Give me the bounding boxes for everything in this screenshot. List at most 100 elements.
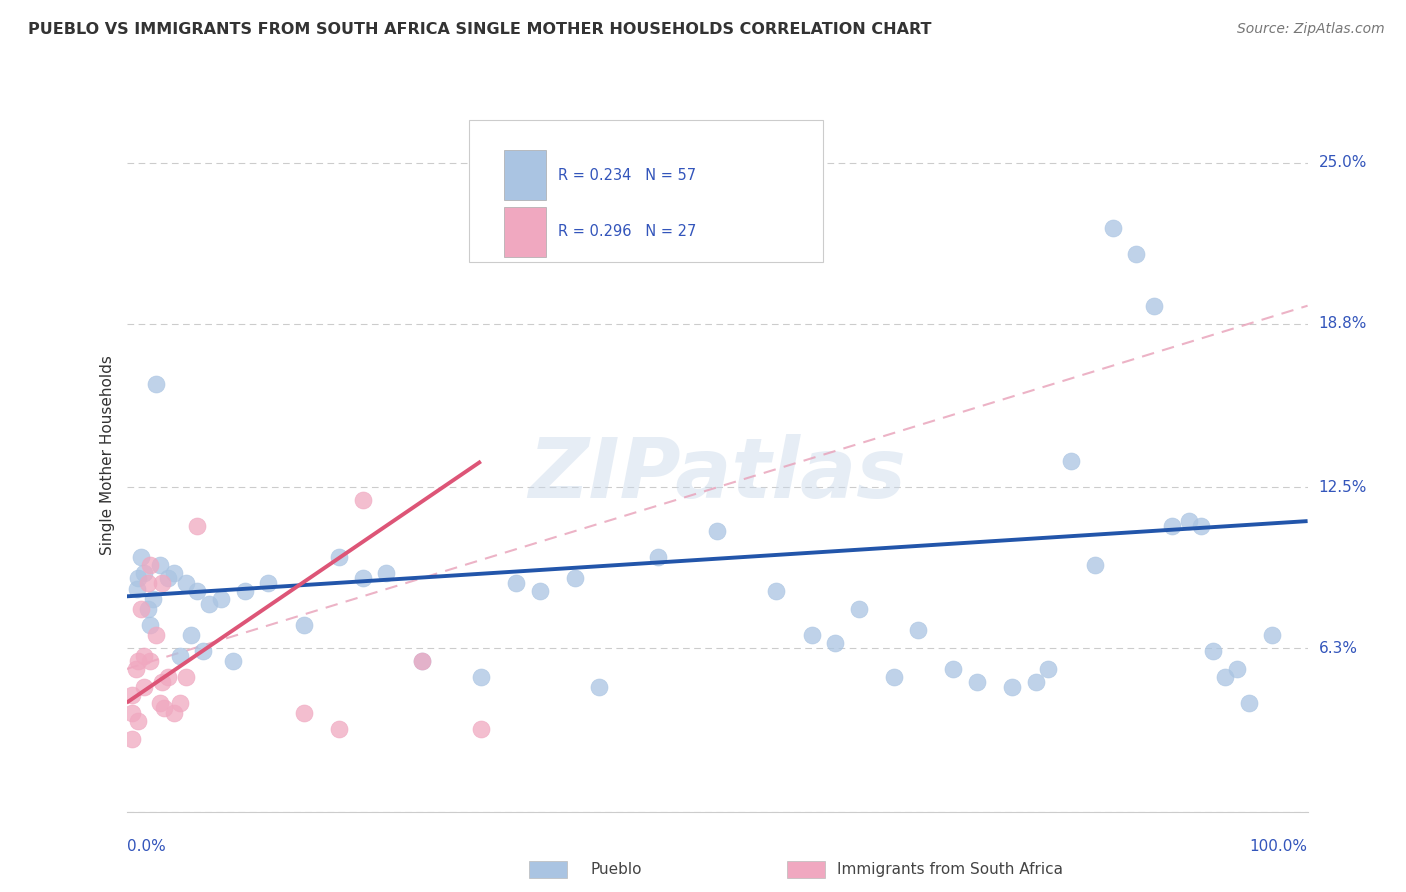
- Text: 0.0%: 0.0%: [127, 839, 166, 855]
- Point: [470, 722, 492, 736]
- Point: [156, 670, 179, 684]
- Point: [824, 636, 846, 650]
- FancyBboxPatch shape: [505, 207, 546, 257]
- Point: [141, 591, 163, 606]
- Point: [136, 576, 159, 591]
- Text: 100.0%: 100.0%: [1250, 839, 1308, 855]
- Point: [186, 584, 208, 599]
- Point: [1084, 558, 1107, 573]
- Bar: [787, 861, 825, 879]
- Text: 6.3%: 6.3%: [1319, 640, 1358, 656]
- Point: [127, 714, 149, 728]
- Point: [800, 628, 823, 642]
- Point: [1202, 644, 1225, 658]
- Point: [163, 706, 186, 720]
- Point: [706, 524, 728, 539]
- Point: [1178, 514, 1201, 528]
- Point: [125, 662, 148, 676]
- Point: [186, 519, 208, 533]
- Point: [470, 670, 492, 684]
- Text: 25.0%: 25.0%: [1319, 155, 1367, 170]
- Point: [198, 597, 221, 611]
- Point: [1189, 519, 1212, 533]
- FancyBboxPatch shape: [505, 151, 546, 201]
- FancyBboxPatch shape: [470, 120, 824, 262]
- Point: [149, 558, 172, 573]
- Point: [127, 571, 149, 585]
- Point: [129, 550, 152, 565]
- Point: [134, 566, 156, 580]
- Point: [1143, 299, 1166, 313]
- Point: [121, 688, 143, 702]
- Point: [129, 602, 152, 616]
- Point: [966, 675, 988, 690]
- Point: [222, 654, 245, 668]
- Text: PUEBLO VS IMMIGRANTS FROM SOUTH AFRICA SINGLE MOTHER HOUSEHOLDS CORRELATION CHAR: PUEBLO VS IMMIGRANTS FROM SOUTH AFRICA S…: [28, 22, 932, 37]
- Point: [1036, 662, 1059, 676]
- Y-axis label: Single Mother Households: Single Mother Households: [100, 355, 115, 555]
- Point: [127, 582, 149, 596]
- Point: [942, 662, 965, 676]
- Point: [411, 654, 433, 668]
- Point: [174, 670, 197, 684]
- Point: [139, 558, 162, 573]
- Point: [257, 576, 280, 591]
- Point: [180, 628, 202, 642]
- Point: [149, 696, 172, 710]
- Point: [1213, 670, 1236, 684]
- Point: [150, 675, 173, 690]
- Point: [174, 576, 197, 591]
- Point: [375, 566, 398, 580]
- Point: [136, 602, 159, 616]
- Point: [150, 576, 173, 591]
- Point: [292, 706, 315, 720]
- Point: [121, 706, 143, 720]
- Point: [328, 550, 350, 565]
- Point: [848, 602, 870, 616]
- Point: [169, 696, 191, 710]
- Point: [588, 680, 610, 694]
- Point: [1125, 247, 1147, 261]
- Point: [1160, 519, 1182, 533]
- Text: Immigrants from South Africa: Immigrants from South Africa: [837, 863, 1063, 877]
- Point: [907, 623, 929, 637]
- Point: [1101, 220, 1123, 235]
- Point: [134, 680, 156, 694]
- Point: [352, 493, 374, 508]
- Point: [163, 566, 186, 580]
- Point: [1237, 696, 1260, 710]
- Text: R = 0.234   N = 57: R = 0.234 N = 57: [558, 168, 696, 183]
- Point: [1060, 454, 1083, 468]
- Point: [1261, 628, 1284, 642]
- Point: [765, 584, 787, 599]
- Point: [121, 732, 143, 747]
- Point: [156, 571, 179, 585]
- Point: [883, 670, 905, 684]
- Point: [139, 654, 162, 668]
- Point: [193, 644, 215, 658]
- Point: [411, 654, 433, 668]
- Bar: [530, 861, 568, 879]
- Point: [328, 722, 350, 736]
- Point: [1025, 675, 1047, 690]
- Point: [139, 618, 162, 632]
- Text: 18.8%: 18.8%: [1319, 317, 1367, 331]
- Point: [233, 584, 256, 599]
- Point: [145, 376, 167, 391]
- Text: R = 0.296   N = 27: R = 0.296 N = 27: [558, 225, 696, 239]
- Text: Source: ZipAtlas.com: Source: ZipAtlas.com: [1237, 22, 1385, 37]
- Point: [134, 648, 156, 663]
- Point: [529, 584, 551, 599]
- Point: [209, 591, 232, 606]
- Point: [352, 571, 374, 585]
- Text: Pueblo: Pueblo: [591, 863, 643, 877]
- Point: [153, 701, 176, 715]
- Point: [1001, 680, 1024, 694]
- Text: 12.5%: 12.5%: [1319, 480, 1367, 495]
- Text: ZIPatlas: ZIPatlas: [529, 434, 905, 515]
- Point: [505, 576, 527, 591]
- Point: [1226, 662, 1249, 676]
- Point: [564, 571, 586, 585]
- Point: [145, 628, 167, 642]
- Point: [647, 550, 669, 565]
